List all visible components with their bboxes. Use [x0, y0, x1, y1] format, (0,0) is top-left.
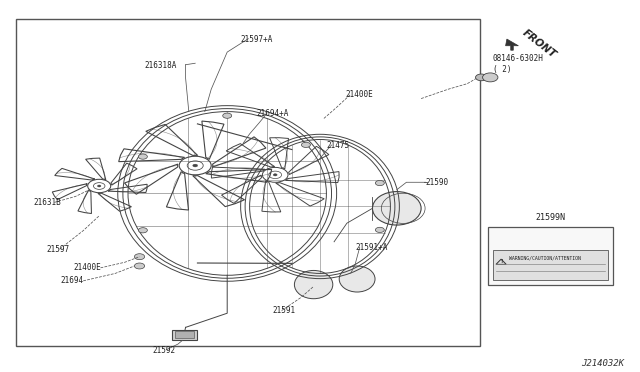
Text: 21694: 21694: [61, 276, 84, 285]
Text: 21631B: 21631B: [33, 198, 61, 207]
Bar: [172, 330, 197, 340]
Circle shape: [138, 228, 147, 233]
Circle shape: [301, 142, 310, 147]
Text: 216318A: 216318A: [144, 61, 177, 70]
Text: 21400E: 21400E: [346, 90, 373, 99]
Circle shape: [483, 73, 498, 82]
Ellipse shape: [372, 192, 421, 225]
Circle shape: [375, 180, 385, 186]
Text: 21597: 21597: [46, 245, 69, 254]
Bar: [488, 227, 613, 285]
Circle shape: [375, 227, 385, 232]
Bar: [16, 19, 480, 346]
Circle shape: [273, 174, 277, 176]
Text: J214032K: J214032K: [581, 359, 624, 368]
Bar: [493, 250, 608, 280]
Text: 21400E: 21400E: [74, 263, 101, 272]
Text: 21590: 21590: [426, 178, 449, 187]
Circle shape: [193, 164, 198, 167]
Text: !: !: [500, 259, 502, 264]
Text: WARNING/CAUTION/ATTENTION: WARNING/CAUTION/ATTENTION: [509, 255, 581, 260]
Ellipse shape: [339, 266, 375, 292]
Circle shape: [138, 154, 147, 159]
Text: 21597+A: 21597+A: [240, 35, 273, 44]
Text: 21592: 21592: [152, 346, 175, 355]
Text: 08146-6302H
( 2): 08146-6302H ( 2): [493, 54, 543, 74]
Circle shape: [223, 113, 232, 118]
Text: FRONT: FRONT: [521, 28, 559, 60]
Text: 21694+A: 21694+A: [256, 109, 289, 118]
Text: 21591: 21591: [272, 306, 295, 315]
Text: 21591+A: 21591+A: [355, 243, 388, 252]
Circle shape: [134, 263, 145, 269]
Circle shape: [476, 74, 487, 81]
Text: 21475: 21475: [326, 141, 349, 150]
Text: 21599N: 21599N: [536, 214, 566, 222]
Bar: [175, 331, 194, 338]
Circle shape: [134, 254, 145, 260]
Circle shape: [97, 185, 101, 187]
Polygon shape: [506, 39, 518, 50]
Ellipse shape: [294, 270, 333, 299]
